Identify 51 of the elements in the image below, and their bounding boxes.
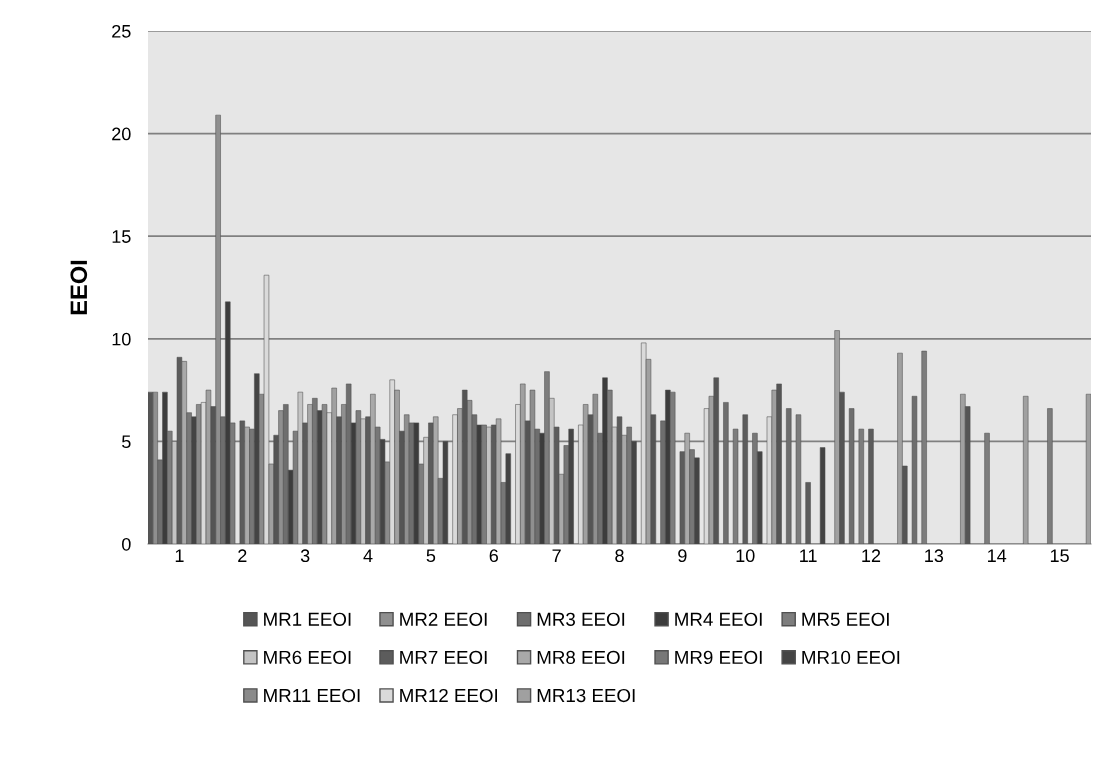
x-tick-label: 14 [988, 549, 1007, 562]
bar [616, 416, 623, 544]
x-tick-label: 15 [1050, 549, 1069, 563]
bar [1023, 395, 1029, 544]
bar [911, 395, 918, 544]
y-tick-label: 25 [112, 24, 131, 38]
x-tick-label: 2 [238, 549, 247, 562]
x-tick-label: 1 [175, 549, 184, 562]
bar [148, 391, 154, 544]
y-tick-label: 5 [122, 435, 131, 449]
legend-label: MR7 EEOI [400, 650, 487, 665]
y-axis-title: EEOI [70, 260, 88, 315]
legend-label: MR13 EEOI [537, 688, 635, 703]
bar [205, 389, 212, 544]
bar [819, 447, 826, 544]
x-tick-label: 4 [363, 549, 373, 562]
legend-label: MR10 EEOI [802, 650, 900, 665]
x-tick-label: 11 [800, 549, 817, 562]
y-tick-label: 15 [112, 230, 131, 243]
x-tick-label: 9 [678, 549, 687, 563]
legend-label: MR11 EEOI [264, 688, 360, 703]
legend-label: MR6 EEOI [264, 650, 351, 665]
legend-label: MR1 EEOI [264, 612, 351, 626]
legend-label: MR2 EEOI [400, 612, 487, 626]
bar [442, 441, 449, 544]
legend-label: MR9 EEOI [675, 650, 762, 665]
x-tick-label: 12 [862, 549, 881, 562]
bar [848, 408, 855, 544]
x-tick-label: 10 [736, 549, 755, 563]
y-tick-label: 20 [112, 127, 131, 141]
x-tick-label: 8 [615, 549, 624, 563]
bar [1085, 393, 1091, 544]
x-tick-label: 7 [552, 549, 561, 562]
bar [786, 408, 792, 544]
bar [495, 418, 502, 544]
x-tick-label: 6 [489, 549, 498, 563]
bar [742, 414, 748, 544]
legend-label: MR5 EEOI [802, 612, 889, 626]
legend-label: MR12 EEOI [400, 688, 498, 703]
x-tick-label: 13 [925, 549, 944, 563]
y-tick-label: 10 [112, 332, 131, 346]
x-tick-label: 5 [426, 549, 436, 563]
bar [176, 356, 183, 544]
legend-label: MR3 EEOI [537, 612, 625, 626]
bar [868, 428, 874, 544]
legend-label: MR4 EEOI [675, 612, 762, 626]
legend-label: MR8 EEOI [537, 650, 625, 665]
bar [805, 482, 811, 544]
y-tick-label: 0 [122, 537, 131, 551]
x-tick-label: 3 [300, 549, 310, 563]
bar [723, 402, 729, 544]
